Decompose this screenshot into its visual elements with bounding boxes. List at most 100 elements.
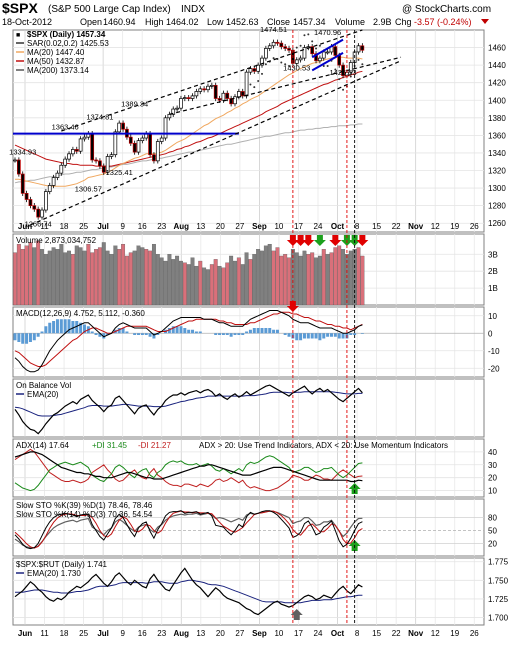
macd-histogram-bar — [148, 333, 152, 337]
volume-signal-arrow-red — [294, 235, 307, 246]
price-candle — [179, 98, 183, 109]
volume-bar — [51, 247, 56, 306]
macd-histogram-bar — [167, 328, 171, 334]
price-x-tick: Sep — [252, 222, 267, 231]
volume-bar — [171, 259, 176, 306]
sto-y-tick: 50 — [488, 527, 497, 536]
adx-y-tick: 30 — [488, 461, 497, 470]
volume-bar — [194, 265, 199, 306]
price-candle — [13, 159, 17, 162]
volume-bar — [13, 252, 17, 306]
price-x-tick: 9 — [120, 222, 125, 231]
volume-bar — [113, 245, 118, 306]
volume-y-tick: 3B — [488, 250, 498, 259]
macd-histogram-bar — [326, 333, 330, 337]
panel-frame-ratio — [12, 557, 485, 626]
sar-dot — [284, 63, 287, 66]
volume-bar — [151, 243, 156, 306]
price-candle — [20, 173, 25, 194]
flag-upper-line — [311, 38, 344, 59]
sar-dot — [315, 47, 318, 50]
macd-histogram-bar — [75, 321, 79, 334]
volume-signal-arrow-red — [356, 235, 369, 246]
price-legend-entry: MA(50) 1432.87 — [27, 57, 85, 66]
macd-histogram-bar — [121, 328, 125, 334]
volume-bar — [140, 247, 145, 306]
volume-signal-arrow-green — [313, 235, 326, 246]
volume-bar — [82, 250, 87, 306]
symbol-title: $SPX — [2, 0, 38, 16]
macd-histogram-bar — [314, 333, 318, 339]
slow-sto-14-k-line — [14, 510, 363, 550]
price-candle — [105, 156, 110, 173]
macd-histogram-bar — [28, 333, 32, 342]
volume-bar — [209, 264, 214, 306]
price-candle — [32, 205, 37, 210]
price-candle — [82, 136, 87, 140]
volume-bar — [221, 267, 226, 306]
price-candle — [264, 48, 268, 59]
macd-histogram-bar — [90, 331, 94, 334]
price-candle — [44, 191, 48, 211]
macd-histogram-bar — [25, 333, 29, 344]
bottom-x-tick: 13 — [196, 629, 205, 638]
macd-histogram-bar — [245, 331, 249, 334]
macd-histogram-bar — [179, 326, 183, 334]
price-x-tick: Aug — [173, 222, 189, 231]
price-candle — [182, 97, 187, 99]
volume-bar — [229, 255, 234, 306]
bottom-x-tick: 22 — [392, 629, 401, 638]
price-candle — [94, 159, 98, 162]
open-value: 1460.94 — [103, 17, 136, 27]
ratio-signal-arrow — [290, 609, 303, 620]
price-y-tick: 1420 — [488, 79, 506, 88]
volume-y-tick: 1B — [488, 284, 498, 293]
macd-histogram-bar — [183, 328, 187, 334]
volume-bar — [40, 249, 44, 306]
price-y-tick: 1400 — [488, 96, 506, 105]
volume-bar — [167, 254, 172, 306]
sar-dot — [322, 65, 325, 68]
bottom-x-tick: 25 — [79, 629, 88, 638]
macd-y-tick: 10 — [488, 312, 497, 321]
price-x-tick: Jul — [97, 222, 109, 231]
macd-line — [14, 310, 363, 373]
bottom-x-tick: 26 — [470, 629, 479, 638]
price-x-tick: 10 — [274, 222, 283, 231]
volume-bar — [144, 249, 149, 306]
volume-signal-arrow-red — [302, 235, 315, 246]
price-x-tick: 11 — [40, 222, 49, 231]
price-candle — [121, 122, 125, 130]
slow-sto-39-line — [14, 510, 363, 549]
macd-histogram-bar — [144, 333, 148, 335]
adx-line — [14, 451, 363, 483]
volume-bar — [348, 250, 353, 306]
macd-histogram-bar — [318, 333, 322, 341]
price-x-tick: 22 — [392, 222, 401, 231]
macd-histogram-bar — [237, 333, 241, 335]
price-candle — [325, 51, 330, 54]
price-x-tick: 8 — [355, 222, 360, 231]
sar-dot — [311, 40, 314, 43]
volume-bar — [263, 245, 268, 306]
price-x-tick: 13 — [196, 222, 205, 231]
price-candle — [298, 57, 303, 61]
price-x-tick: 26 — [470, 222, 479, 231]
chg-value: -3.57 (-0.24%) — [414, 17, 472, 27]
volume-bar — [248, 259, 253, 306]
volume-bar — [132, 250, 137, 306]
volume-bar — [117, 249, 122, 306]
macd-histogram-bar — [260, 328, 264, 334]
ma20-line — [15, 56, 363, 187]
price-candle — [206, 85, 210, 91]
macd-histogram-bar — [13, 333, 17, 341]
volume-value: 2.9B — [373, 17, 392, 27]
macd-histogram-bar — [140, 333, 144, 335]
sar-dot — [361, 63, 364, 66]
volume-bar — [109, 254, 114, 306]
bottom-x-tick: 18 — [60, 629, 69, 638]
price-candle — [90, 133, 95, 161]
bottom-x-tick: 27 — [235, 629, 244, 638]
macd-histogram-bar — [52, 321, 56, 334]
price-legend-entry: $SPX (Daily) 1457.34 — [27, 30, 106, 39]
